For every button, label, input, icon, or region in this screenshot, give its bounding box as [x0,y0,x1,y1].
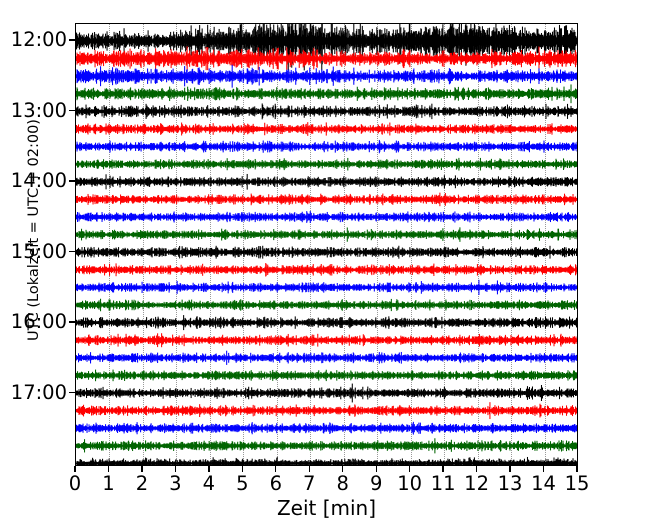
x-tick-label: 2 [135,472,149,495]
x-axis-label: Zeit [min] [276,496,377,520]
x-tick-label: 10 [397,472,423,495]
x-tick-label: 14 [531,472,556,495]
x-tick-label: 3 [169,472,182,495]
x-tick-label: 4 [202,472,216,495]
x-tick-mark [542,466,545,472]
x-tick-mark [107,466,110,472]
x-tick-mark [509,466,511,472]
x-tick-label: 1 [102,472,115,495]
x-tick-label: 8 [336,472,349,495]
x-tick-mark [174,466,177,472]
x-tick-mark [141,466,143,472]
x-tick-mark [442,466,444,472]
x-tick-mark [475,466,478,472]
x-tick-label: 15 [564,472,590,495]
y-axis-label: UTC (Lokalzeit = UTC + 02:00) [26,119,42,341]
x-tick-mark [409,466,411,472]
x-tick-mark [375,466,377,472]
x-tick-mark [342,466,344,472]
y-tick-label: 17:00 [10,380,67,404]
seismogram-traces [76,24,577,465]
x-tick-mark [208,466,210,472]
x-tick-mark [275,466,277,472]
x-tick-label: 0 [68,472,82,495]
y-tick-label: 12:00 [10,28,67,51]
plot-area [75,23,578,466]
x-tick-label: 9 [369,472,383,495]
x-tick-mark [74,466,76,472]
x-tick-label: 7 [303,472,316,495]
x-tick-mark [308,466,310,472]
x-tick-mark [576,466,578,472]
x-tick-mark [241,466,243,472]
x-tick-label: 12 [464,472,490,495]
x-tick-label: 11 [430,472,456,495]
x-tick-label: 6 [269,472,283,495]
x-tick-label: 13 [497,472,523,495]
x-tick-label: 5 [236,472,249,495]
